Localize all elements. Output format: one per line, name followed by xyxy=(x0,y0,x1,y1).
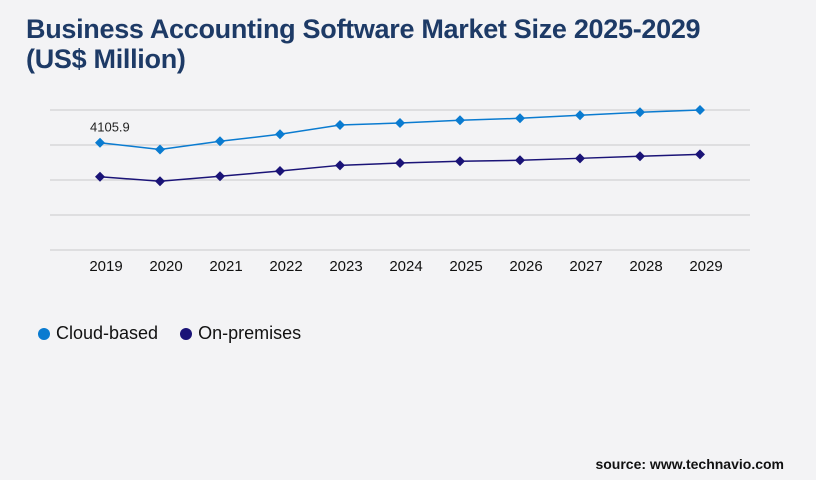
legend-item: Cloud-based xyxy=(38,323,158,344)
x-tick-label: 2029 xyxy=(689,258,722,275)
x-tick-label: 2021 xyxy=(209,258,242,275)
data-point xyxy=(95,137,105,148)
x-tick-label: 2019 xyxy=(89,258,122,275)
data-point xyxy=(395,158,405,169)
data-point xyxy=(155,176,165,187)
legend-label: Cloud-based xyxy=(56,323,159,343)
x-tick-label: 2022 xyxy=(269,258,302,275)
legend: Cloud-based On-premises xyxy=(38,323,301,344)
legend-marker-icon xyxy=(180,327,193,340)
data-point xyxy=(575,153,585,164)
data-point xyxy=(215,171,225,182)
line-chart: 2019 2020 2021 2022 2023 2024 2025 2026 2027 2028… xyxy=(50,105,750,275)
data-point xyxy=(275,166,285,177)
data-point xyxy=(95,171,105,182)
data-point xyxy=(515,155,525,166)
data-point xyxy=(335,160,345,171)
chart-title: Business Accounting Software Market Size… xyxy=(26,14,701,74)
x-tick-label: 2027 xyxy=(569,258,602,275)
data-point xyxy=(455,156,465,167)
data-point xyxy=(635,107,645,118)
data-point xyxy=(695,149,705,160)
data-point xyxy=(695,105,705,115)
data-point xyxy=(215,136,225,147)
data-point xyxy=(515,113,525,124)
data-point xyxy=(395,118,405,129)
data-point xyxy=(635,151,645,162)
x-tick-label: 2026 xyxy=(509,258,542,275)
data-point xyxy=(575,110,585,121)
data-point xyxy=(275,129,285,140)
legend-item: On-premises xyxy=(180,323,301,344)
data-point xyxy=(455,115,465,126)
x-tick-label: 2025 xyxy=(449,258,482,275)
legend-marker-icon xyxy=(38,327,50,340)
legend-label: On-premises xyxy=(198,323,302,343)
x-tick-label: 2028 xyxy=(629,258,662,275)
data-point xyxy=(335,119,345,130)
source-text: source: www.technavio.com xyxy=(595,456,784,472)
x-tick-label: 2023 xyxy=(329,258,362,275)
series-line xyxy=(99,109,701,151)
x-tick-label: 2024 xyxy=(389,258,422,275)
data-point xyxy=(155,144,165,155)
x-tick-label: 2020 xyxy=(149,258,182,275)
data-label: 4105.9 xyxy=(90,120,130,135)
